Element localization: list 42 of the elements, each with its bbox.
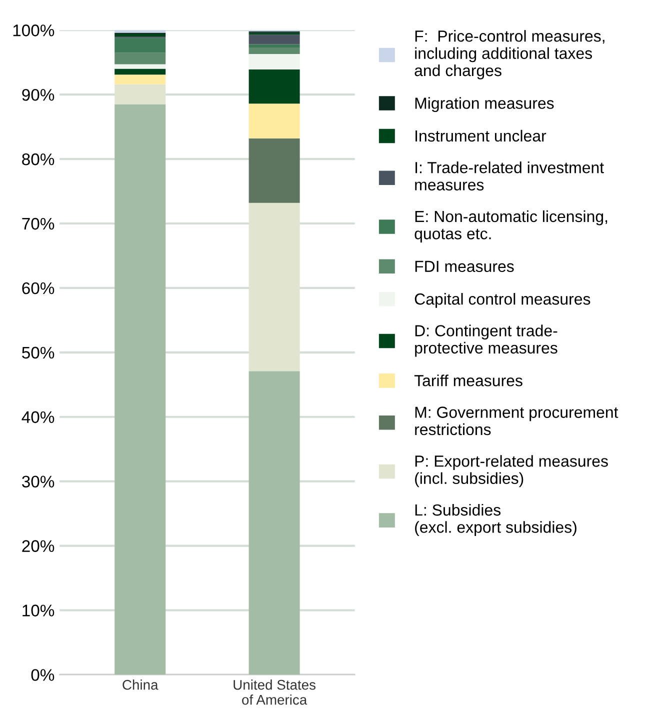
legend-label: D: Contingent trade- protective measures xyxy=(415,324,558,357)
bar xyxy=(248,69,300,104)
x-tick-label: China xyxy=(122,680,158,690)
bar xyxy=(114,68,166,75)
bar xyxy=(248,104,300,138)
legend-label: L: Subsidies (excl. export subsidies) xyxy=(415,504,576,536)
bar xyxy=(248,371,300,675)
y-tick-label: 30% xyxy=(22,476,54,488)
y-tick-label: 40% xyxy=(22,411,54,424)
y-tick-label: 90% xyxy=(22,88,54,101)
legend-label: F: Price-control measures, including additional taxes and charges xyxy=(414,30,604,80)
bar xyxy=(114,104,166,675)
bar xyxy=(114,38,166,53)
legend-label: P: Export-related measures (incl. subsidies) xyxy=(415,455,608,488)
x-tick-label: United States of America xyxy=(234,680,316,705)
y-tick-label: 70% xyxy=(22,218,54,230)
legend-label: Migration measures xyxy=(415,97,554,112)
y-tick-label: 80% xyxy=(22,153,54,166)
bar xyxy=(114,74,166,84)
legend-label: Instrument unclear xyxy=(416,130,546,142)
y-tick-label: 0% xyxy=(31,669,54,681)
legend-label: Capital control measures xyxy=(414,293,590,308)
bar xyxy=(248,138,300,203)
y-tick-label: 20% xyxy=(22,540,54,552)
legend-label: E: Non-automatic licensing, quotas etc. xyxy=(414,210,608,242)
legend-label: FDI measures xyxy=(415,260,514,272)
bar xyxy=(114,84,166,104)
y-tick-label: 10% xyxy=(22,604,54,616)
y-tick-label: 50% xyxy=(22,346,54,359)
legend-label: M: Government procurement restrictions xyxy=(415,406,618,436)
bar xyxy=(248,54,300,70)
bar xyxy=(114,64,166,69)
bar xyxy=(248,34,300,44)
legend-label: Tariff measures xyxy=(414,374,522,386)
bar xyxy=(248,202,300,372)
bar xyxy=(114,52,166,64)
bar xyxy=(248,48,300,54)
y-tick-label: 60% xyxy=(22,282,54,294)
legend-label: I: Trade-related investment measures xyxy=(415,162,604,190)
y-tick-label: 100% xyxy=(13,24,54,36)
bar xyxy=(248,44,300,48)
bar xyxy=(114,34,166,37)
